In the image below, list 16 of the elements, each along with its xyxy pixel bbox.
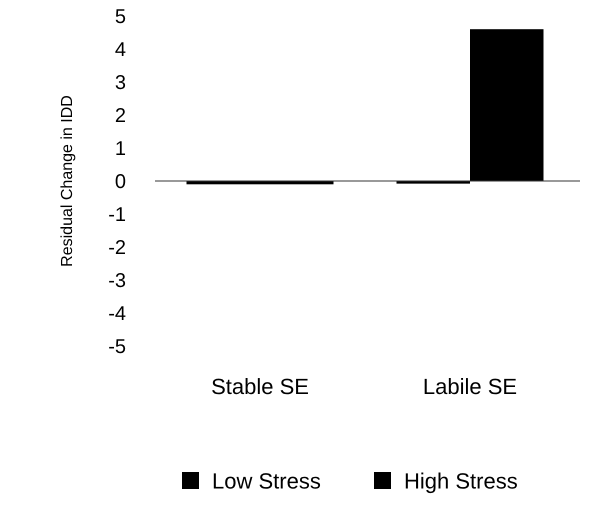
y-tick-label: 1 (114, 138, 126, 160)
legend-label: Low Stress (212, 468, 321, 494)
y-tick-label: 3 (114, 72, 126, 94)
legend-label: High Stress (404, 468, 518, 494)
y-tick-label: -2 (108, 237, 126, 259)
y-tick-label: -4 (108, 303, 126, 325)
y-tick-label: -1 (108, 204, 126, 226)
y-tick-label: -3 (108, 270, 126, 292)
y-axis-title: Residual Change in IDD (59, 95, 76, 267)
y-tick-label: 2 (114, 105, 126, 127)
x-tick-label: Labile SE (422, 374, 518, 399)
x-tick-label: Stable SE (211, 374, 309, 399)
y-tick-label: 0 (114, 171, 126, 193)
y-tick-label: 4 (114, 39, 126, 61)
y-tick-label: -5 (108, 336, 126, 358)
y-tick-label: 5 (114, 6, 126, 28)
